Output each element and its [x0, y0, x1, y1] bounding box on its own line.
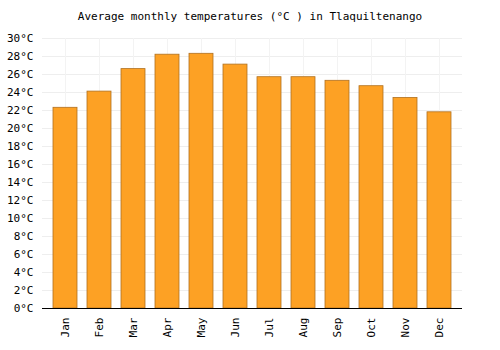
svg-text:Apr: Apr [161, 317, 174, 337]
svg-text:30°C: 30°C [7, 32, 34, 45]
html-text:Average monthly temperatures (: Average monthly temperatures (°C ) in Tl… [77, 10, 423, 23]
svg-text:Oct: Oct [365, 318, 378, 338]
svg-text:20°C: 20°C [7, 122, 34, 135]
svg-text:2°C: 2°C [14, 284, 34, 297]
svg-text:Aug: Aug [297, 318, 310, 338]
svg-text:28°C: 28°C [7, 50, 34, 63]
svg-text:May: May [195, 317, 208, 337]
svg-text:14°C: 14°C [7, 176, 34, 189]
svg-text:12°C: 12°C [7, 194, 34, 207]
svg-text:4°C: 4°C [14, 266, 34, 279]
svg-text:18°C: 18°C [7, 140, 34, 153]
svg-text:22°C: 22°C [7, 104, 34, 117]
svg-text:Mar: Mar [127, 317, 140, 337]
svg-text:Jan: Jan [59, 318, 72, 338]
svg-text:Nov: Nov [399, 317, 412, 337]
svg-text:Sep: Sep [331, 318, 344, 338]
svg-text:Jul: Jul [263, 318, 276, 338]
svg-text:0°C: 0°C [14, 302, 34, 315]
svg-text:24°C: 24°C [7, 86, 34, 99]
svg-text:8°C: 8°C [14, 230, 34, 243]
svg-text:6°C: 6°C [14, 248, 34, 261]
svg-text:Jun: Jun [229, 318, 242, 338]
svg-text:16°C: 16°C [7, 158, 34, 171]
svg-text:26°C: 26°C [7, 68, 34, 81]
svg-text:10°C: 10°C [7, 212, 34, 225]
svg-text:Feb: Feb [93, 318, 106, 338]
svg-text:Dec: Dec [433, 318, 446, 338]
